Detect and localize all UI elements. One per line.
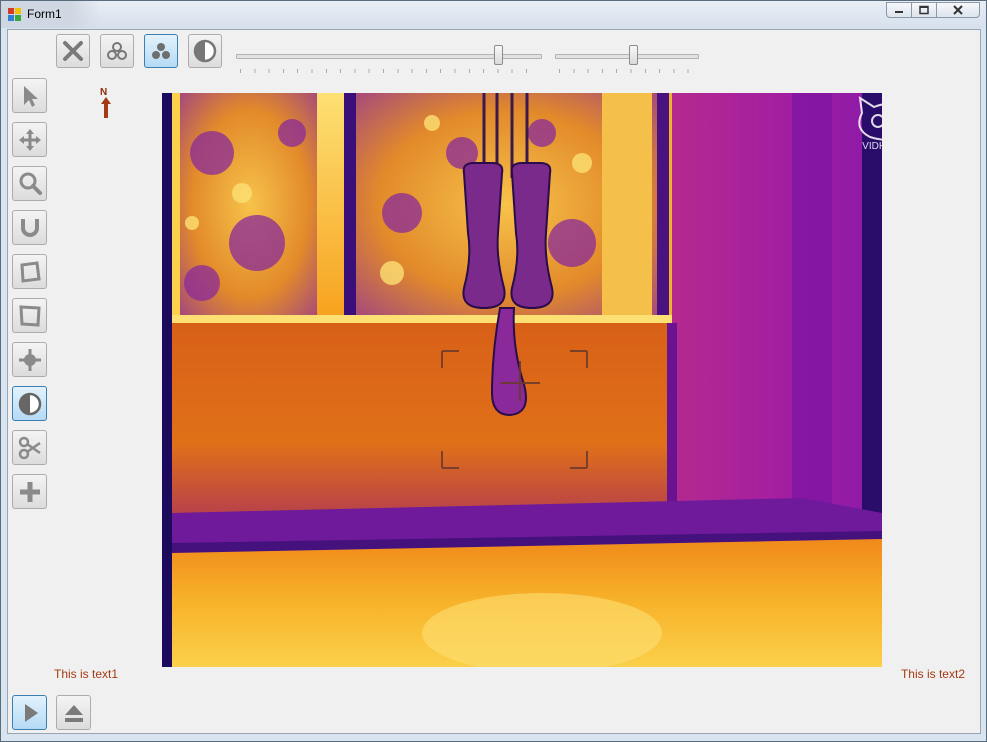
three-circles-filled-icon [152,43,170,59]
half-contrast-icon [193,39,217,63]
text1-label: This is text1 [54,667,119,681]
eject-button[interactable] [56,695,91,730]
move-arrows-icon [18,128,41,151]
app-icon[interactable] [8,8,21,21]
north-label: N [100,87,108,98]
rotate-square-icon [19,260,41,283]
tool-contrast-button[interactable] [12,386,47,421]
title-tab [1,1,101,28]
skew-square-icon [18,304,41,327]
slider-2[interactable] [555,34,699,73]
minimize-button[interactable] [886,2,912,18]
target-cross-icon [18,348,41,371]
minimize-icon [895,11,903,13]
svg-text:VIDHANCE: VIDHANCE [862,141,882,152]
toolbar-circles-button[interactable] [100,34,134,68]
tool-rotate-button[interactable] [12,254,47,289]
play-icon [24,703,38,722]
close-x-icon [63,41,83,61]
tool-select-button[interactable] [12,78,47,113]
half-contrast-icon [18,392,41,415]
close-window-button[interactable] [936,2,980,18]
toolbar-contrast-button[interactable] [188,34,222,68]
pointer-arrow-icon [23,85,38,107]
plus-icon [19,481,40,502]
title-bar[interactable]: Form1 [1,1,986,28]
window-title: Form1 [27,7,62,21]
tool-add-button[interactable] [12,474,47,509]
slider-2-thumb[interactable] [629,45,638,65]
north-arrow-icon [101,97,111,118]
vidhance-logo: VIDHANCE [858,95,882,152]
slider-1-track [236,54,542,59]
scissors-icon [18,436,41,459]
toolbar-close-button[interactable] [56,34,90,68]
tool-cut-button[interactable] [12,430,47,465]
slider-1[interactable] [236,34,542,73]
thermal-image-view[interactable]: VIDHANCE [162,93,882,667]
three-circles-icon [107,42,127,60]
tool-skew-button[interactable] [12,298,47,333]
tool-target-button[interactable] [12,342,47,377]
slider-2-track [555,54,699,59]
slider-2-ticks [559,69,695,73]
eject-icon [64,704,83,722]
maximize-button[interactable] [911,2,937,18]
toolbar-circles-filled-button[interactable] [144,34,178,68]
text2-label: This is text2 [900,667,965,681]
form-client-area: N [7,29,981,734]
tool-zoom-button[interactable] [12,166,47,201]
thermal-image: VIDHANCE [162,93,882,667]
magnifier-icon [19,172,42,195]
tool-snap-button[interactable] [12,210,47,245]
window-controls [886,2,980,20]
slider-1-thumb[interactable] [494,45,503,65]
magnet-icon [20,218,39,237]
restore-icon [919,5,929,15]
close-icon [953,5,963,15]
north-indicator: N [99,87,113,119]
play-button[interactable] [12,695,47,730]
tool-pan-button[interactable] [12,122,47,157]
slider-1-ticks [240,69,538,73]
